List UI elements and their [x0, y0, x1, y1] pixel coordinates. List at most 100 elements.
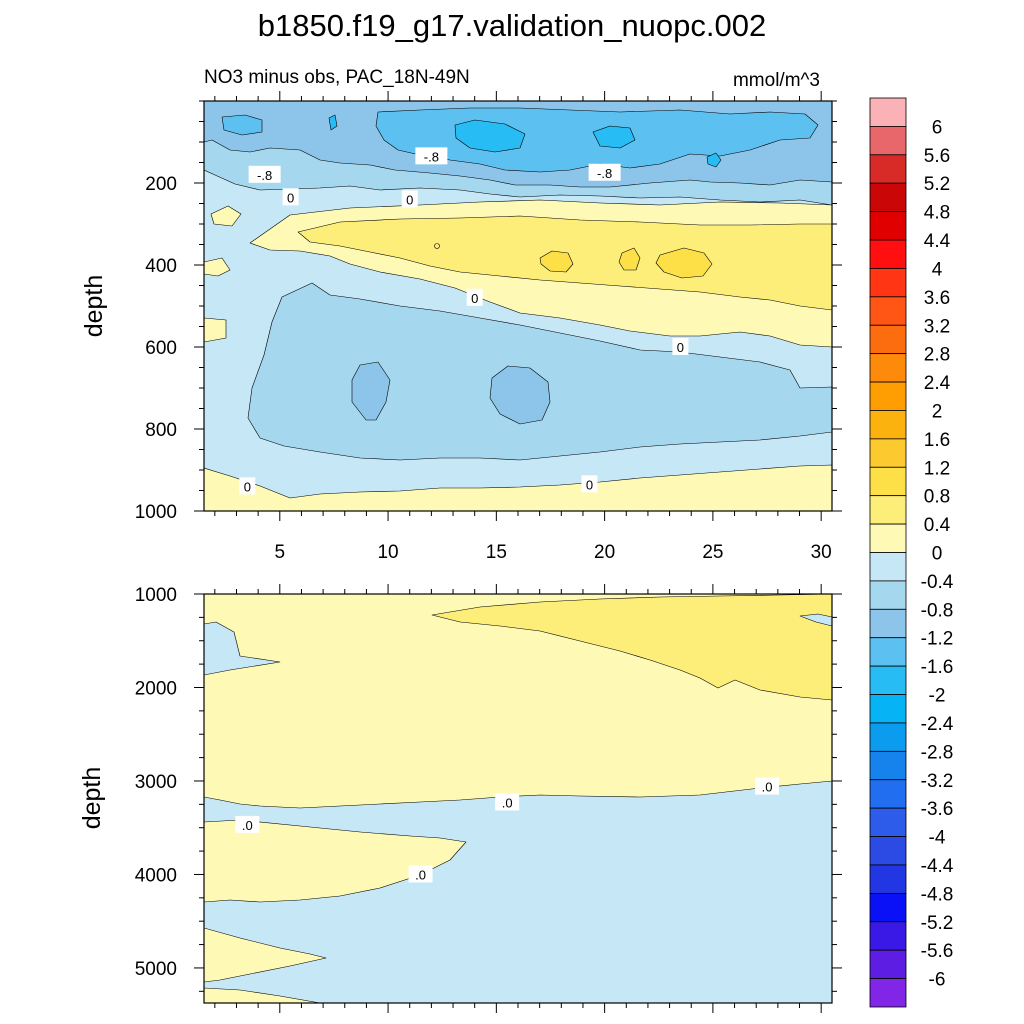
- colorbar-swatch: [869, 949, 907, 979]
- contour-label: 0: [586, 477, 593, 492]
- contour-label-bg: [401, 190, 418, 208]
- lower-ticks: [194, 584, 842, 1013]
- colorbar-swatch: [869, 978, 907, 1008]
- upper-fill-dot: [434, 243, 440, 249]
- lower-fill-pos-bottom: [204, 987, 321, 1003]
- upper-fill-bottom-pos: [204, 464, 832, 511]
- colorbar-swatch: [869, 523, 907, 553]
- lower-y-tick-labels: 1000 2000 3000 4000 5000: [135, 585, 177, 980]
- colorbar-swatch: [869, 807, 907, 837]
- colorbar-swatch: [869, 637, 907, 667]
- colorbar-label: -4.4: [921, 856, 954, 877]
- contour-label-bg: [588, 163, 621, 181]
- y-tick-label: 400: [145, 256, 177, 277]
- colorbar-label: 0: [932, 544, 943, 565]
- colorbar-swatch: [869, 779, 907, 809]
- contour-label: 0: [471, 291, 478, 306]
- x-tick-label: 15: [486, 542, 507, 563]
- upper-fill-neg16-west: [221, 114, 263, 136]
- colorbar-label: -1.2: [921, 629, 954, 650]
- colorbar-swatch: [869, 836, 907, 866]
- colorbar-label: -6: [929, 970, 946, 991]
- lower-y-axis-label: depth: [78, 767, 106, 830]
- lower-contour-labels: .0 .0 .0 .0: [235, 777, 780, 883]
- contour-label-bg: [282, 188, 299, 206]
- colorbar-label: -4: [929, 828, 946, 849]
- y-tick-label: 600: [145, 338, 177, 359]
- upper-fill-pos-west: [210, 205, 242, 227]
- colorbar-label: -2: [929, 686, 946, 707]
- colorbar-swatch: [869, 353, 907, 383]
- upper-contour-labels: -.8 -.8 -.8 0 0 0 0 0 0: [239, 147, 689, 495]
- contour-label-bg: [672, 338, 689, 355]
- colorbar-swatch: [869, 892, 907, 923]
- colorbar-swatch: [869, 466, 907, 497]
- contour-label: 0: [406, 192, 413, 207]
- contour-label: .0: [415, 867, 426, 882]
- upper-fill-neg2-d: [328, 114, 338, 131]
- colorbar-label: -1.6: [921, 657, 954, 678]
- contour-label: -.8: [257, 168, 272, 183]
- colorbar-swatch: [869, 239, 907, 269]
- colorbar-label: -0.4: [921, 572, 954, 593]
- chart-title: b1850.f19_g17.validation_nuopc.002: [258, 8, 767, 43]
- upper-fill-deep-neg12-b: [489, 365, 551, 425]
- colorbar-label: -2.4: [921, 714, 954, 735]
- x-tick-label: 30: [811, 542, 832, 563]
- colorbar-label: -3.6: [921, 799, 954, 820]
- contour-label: -.8: [597, 166, 612, 181]
- contour-label: 0: [244, 479, 251, 494]
- x-tick-label: 20: [594, 542, 615, 563]
- x-tick-label: 25: [702, 542, 723, 563]
- colorbar-swatch: [869, 438, 907, 468]
- colorbar-label: -4.8: [921, 884, 954, 905]
- colorbar-swatch: [869, 296, 907, 326]
- contour-label-bg: [755, 777, 780, 795]
- upper-fill-deep-neg08: [247, 282, 832, 461]
- y-tick-label: 1000: [135, 502, 177, 523]
- colorbar-swatch: [869, 97, 907, 127]
- x-tick-label: 10: [377, 542, 398, 563]
- contour-label: .0: [762, 780, 773, 795]
- contour-label-bg: [581, 475, 598, 493]
- colorbar-swatch: [869, 694, 907, 724]
- colorbar-swatch: [869, 410, 907, 440]
- upper-fill-pos-west3: [204, 317, 227, 343]
- colorbar-label: 4.4: [924, 231, 951, 252]
- colorbar-label: 0.4: [924, 515, 951, 536]
- contour-label: .0: [502, 795, 513, 810]
- colorbar-label: 4.8: [924, 203, 950, 224]
- upper-panel: [204, 101, 832, 511]
- colorbar-swatch: [869, 608, 907, 639]
- y-tick-label: 200: [145, 174, 177, 195]
- colorbar-label: 0.8: [924, 487, 950, 508]
- contour-label: .0: [242, 818, 253, 833]
- upper-fill-pos12-b: [618, 247, 641, 271]
- colorbar-label: -5.2: [921, 913, 954, 934]
- contour-label-bg: [466, 288, 483, 306]
- upper-x-tick-labels: 5 10 15 20 25 30: [275, 542, 832, 563]
- colorbar-swatch: [869, 495, 907, 525]
- x-tick-label: 5: [275, 542, 286, 563]
- lower-fill-pos08-core: [431, 594, 832, 701]
- colorbar-label: 1.2: [924, 458, 950, 479]
- y-tick-label: 2000: [135, 678, 177, 699]
- chart-subtitle-left: NO3 minus obs, PAC_18N-49N: [204, 67, 470, 88]
- colorbar-label: 2.8: [924, 345, 950, 366]
- colorbar-label: -0.8: [921, 600, 954, 621]
- colorbar-swatch: [869, 580, 907, 610]
- colorbar-swatch: [869, 665, 907, 695]
- upper-fill-neg2-b: [592, 125, 636, 149]
- y-tick-label: 800: [145, 420, 177, 441]
- upper-fill-pos12-c: [655, 247, 713, 279]
- y-tick-label: 4000: [135, 865, 177, 886]
- colorbar-label: 4: [932, 259, 943, 280]
- colorbar-label: 5.6: [924, 146, 950, 167]
- colorbar-label: 3.2: [924, 316, 950, 337]
- colorbar-swatch: [869, 324, 907, 355]
- colorbar-swatch: [869, 921, 907, 951]
- colorbar-swatch: [869, 552, 907, 582]
- colorbar-label: -5.6: [921, 941, 954, 962]
- contour-label-bg: [248, 165, 281, 183]
